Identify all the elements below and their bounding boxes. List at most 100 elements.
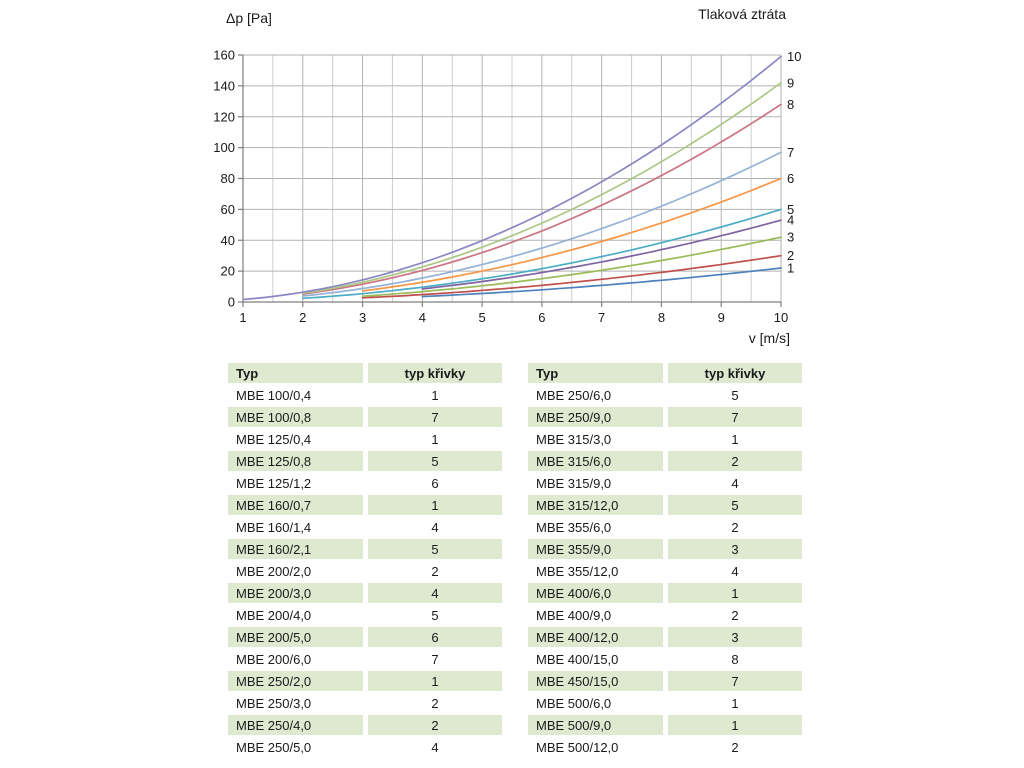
cell-type: MBE 355/6,0 — [528, 517, 663, 537]
cell-type: MBE 100/0,8 — [228, 407, 363, 427]
y-tick-label: 60 — [221, 202, 235, 217]
table-row: MBE 250/5,0 4 — [228, 737, 502, 757]
curve-1 — [421, 267, 782, 298]
y-tick-label: 40 — [221, 233, 235, 248]
type-curve-table-right: Typ typ křivky MBE 250/6,0 5 MBE 250/9,0 7 MBE… — [528, 363, 802, 759]
cell-curve-type: 3 — [668, 539, 802, 559]
curve-label-7: 7 — [787, 145, 794, 160]
curve-4 — [421, 219, 782, 290]
table-row: MBE 400/9,0 2 — [528, 605, 802, 625]
cell-type: MBE 315/12,0 — [528, 495, 663, 515]
table-row: MBE 125/0,8 5 — [228, 451, 502, 471]
cell-curve-type: 5 — [368, 539, 502, 559]
cell-type: MBE 100/0,4 — [228, 385, 363, 405]
cell-type: MBE 160/0,7 — [228, 495, 363, 515]
cell-curve-type: 2 — [368, 715, 502, 735]
chart-title: Tlaková ztráta — [698, 6, 786, 22]
cell-type: MBE 315/6,0 — [528, 451, 663, 471]
table-row: MBE 500/12,0 2 — [528, 737, 802, 757]
table-row: MBE 200/4,0 5 — [228, 605, 502, 625]
cell-type: MBE 500/9,0 — [528, 715, 663, 735]
cell-type: MBE 250/5,0 — [228, 737, 363, 757]
cell-curve-type: 2 — [368, 561, 502, 581]
cell-curve-type: 6 — [368, 627, 502, 647]
table-row: MBE 250/6,0 5 — [528, 385, 802, 405]
curve-5 — [301, 208, 782, 300]
table-row: MBE 160/0,7 1 — [228, 495, 502, 515]
cell-curve-type: 1 — [368, 671, 502, 691]
curve-3 — [361, 236, 782, 298]
cell-type: MBE 400/12,0 — [528, 627, 663, 647]
curve-label-4: 4 — [787, 213, 794, 228]
cell-curve-type: 5 — [668, 385, 802, 405]
x-tick-label: 4 — [419, 310, 426, 325]
cell-curve-type: 2 — [668, 451, 802, 471]
cell-type: MBE 250/2,0 — [228, 671, 363, 691]
y-tick-label: 140 — [213, 78, 235, 93]
x-tick-label: 3 — [359, 310, 366, 325]
table-row: MBE 250/4,0 2 — [228, 715, 502, 735]
cell-type: MBE 125/1,2 — [228, 473, 363, 493]
cell-type: MBE 400/6,0 — [528, 583, 663, 603]
header-cell-typ: Typ — [228, 363, 363, 383]
x-tick-label: 1 — [239, 310, 246, 325]
cell-curve-type: 7 — [668, 671, 802, 691]
curve-label-5: 5 — [787, 202, 794, 217]
curve-label-2: 2 — [787, 248, 794, 263]
table-row: MBE 250/9,0 7 — [528, 407, 802, 427]
curve-label-10: 10 — [787, 49, 801, 64]
table-row: MBE 315/6,0 2 — [528, 451, 802, 471]
cell-type: MBE 355/9,0 — [528, 539, 663, 559]
y-tick-label: 100 — [213, 140, 235, 155]
y-tick-label: 120 — [213, 109, 235, 124]
cell-type: MBE 250/9,0 — [528, 407, 663, 427]
cell-type: MBE 400/9,0 — [528, 605, 663, 625]
cell-type: MBE 500/6,0 — [528, 693, 663, 713]
cell-type: MBE 355/12,0 — [528, 561, 663, 581]
table-row: MBE 125/1,2 6 — [228, 473, 502, 493]
x-tick-label: 7 — [598, 310, 605, 325]
cell-type: MBE 200/3,0 — [228, 583, 363, 603]
table-row: MBE 315/9,0 4 — [528, 473, 802, 493]
table-row: MBE 400/15,0 8 — [528, 649, 802, 669]
cell-curve-type: 1 — [368, 385, 502, 405]
cell-type: MBE 200/2,0 — [228, 561, 363, 581]
table-row: MBE 160/1,4 4 — [228, 517, 502, 537]
cell-curve-type: 4 — [368, 583, 502, 603]
cell-type: MBE 160/1,4 — [228, 517, 363, 537]
table-row: MBE 250/2,0 1 — [228, 671, 502, 691]
table-row: MBE 160/2,1 5 — [228, 539, 502, 559]
cell-curve-type: 7 — [668, 407, 802, 427]
x-tick-label: 10 — [774, 310, 788, 325]
curve-label-3: 3 — [787, 230, 794, 245]
table-row: MBE 250/3,0 2 — [228, 693, 502, 713]
cell-curve-type: 5 — [368, 605, 502, 625]
cell-type: MBE 125/0,4 — [228, 429, 363, 449]
cell-type: MBE 500/12,0 — [528, 737, 663, 757]
table-row: MBE 400/12,0 3 — [528, 627, 802, 647]
y-tick-label: 0 — [228, 295, 235, 310]
curve-label-6: 6 — [787, 171, 794, 186]
cell-type: MBE 315/9,0 — [528, 473, 663, 493]
cell-curve-type: 4 — [368, 737, 502, 757]
cell-curve-type: 6 — [368, 473, 502, 493]
cell-curve-type: 2 — [368, 693, 502, 713]
cell-type: MBE 250/6,0 — [528, 385, 663, 405]
cell-type: MBE 200/4,0 — [228, 605, 363, 625]
table-row: MBE 100/0,8 7 — [228, 407, 502, 427]
y-tick-label: 160 — [213, 48, 235, 63]
table-row: MBE 100/0,4 1 — [228, 385, 502, 405]
table-row: MBE 450/15,0 7 — [528, 671, 802, 691]
table-row: MBE 200/6,0 7 — [228, 649, 502, 669]
cell-curve-type: 5 — [368, 451, 502, 471]
y-tick-label: 20 — [221, 264, 235, 279]
cell-curve-type: 1 — [368, 429, 502, 449]
cell-type: MBE 160/2,1 — [228, 539, 363, 559]
y-axis-title: Δp [Pa] — [226, 10, 272, 26]
cell-type: MBE 450/15,0 — [528, 671, 663, 691]
cell-curve-type: 1 — [668, 429, 802, 449]
curve-label-8: 8 — [787, 97, 794, 112]
cell-curve-type: 2 — [668, 605, 802, 625]
header-cell-curve-type: typ křivky — [368, 363, 502, 383]
